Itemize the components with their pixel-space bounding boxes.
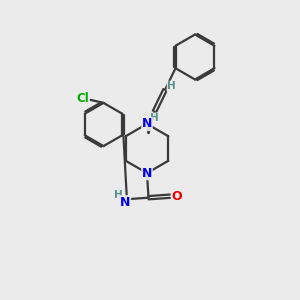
Text: Cl: Cl xyxy=(76,92,89,105)
Text: H: H xyxy=(114,190,123,200)
Text: N: N xyxy=(142,167,152,180)
Text: O: O xyxy=(171,190,182,203)
Text: H: H xyxy=(167,81,176,91)
Text: N: N xyxy=(120,196,130,209)
Text: N: N xyxy=(142,117,152,130)
Text: H: H xyxy=(150,113,159,123)
